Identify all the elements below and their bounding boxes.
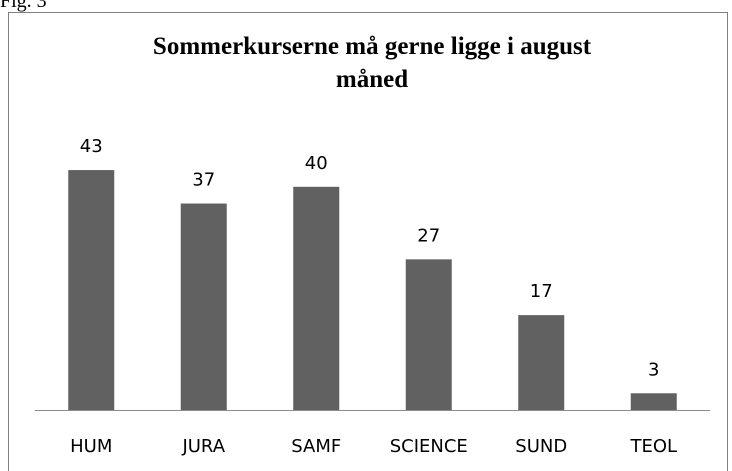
data-label: 37 [192,170,215,191]
bar [518,315,565,410]
x-tick-label: TEOL [629,436,677,457]
bar [630,393,677,410]
data-label: 43 [80,136,103,157]
x-tick-label: HUM [70,436,112,457]
x-tick-label: SAMF [291,436,341,457]
chart-title: måned [336,66,408,93]
bar [180,203,227,410]
x-tick-label: JURA [181,436,225,457]
data-label: 27 [417,225,440,246]
data-label: 40 [305,153,328,174]
x-tick-label: SCIENCE [390,436,468,457]
data-label: 3 [648,359,659,380]
chart-title: Sommerkurserne må gerne ligge i august [153,33,592,60]
figure-caption: Fig. 3 [0,0,47,12]
chart-frame [8,12,728,471]
x-tick-label: SUND [515,436,567,457]
bar [405,259,452,410]
bar [68,170,115,410]
bar [293,186,340,410]
data-label: 17 [530,281,553,302]
